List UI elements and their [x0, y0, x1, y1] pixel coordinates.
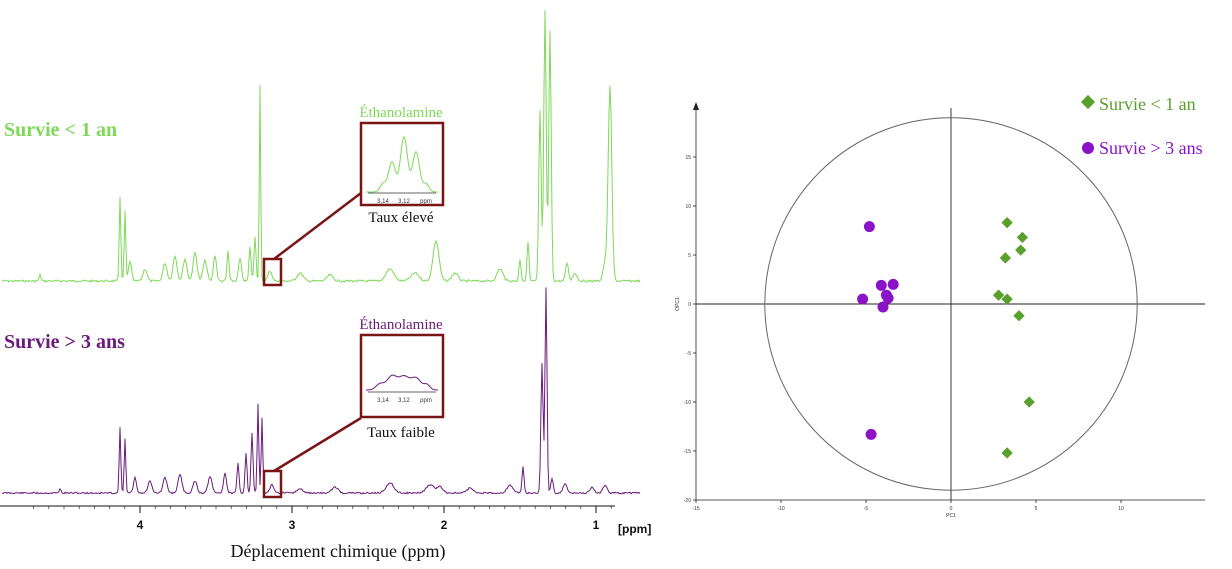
- scatter-point-short-survival: [1023, 396, 1035, 408]
- zoom-region-short: [262, 257, 283, 287]
- nmr-x-ticks: 4 3 2 1: [33, 506, 612, 532]
- pca-y-axis-arrow: [693, 102, 699, 110]
- pca-y-tick-label: 10: [685, 204, 691, 210]
- nmr-x-tick-label: 2: [441, 518, 448, 532]
- scatter-point-short-survival: [999, 252, 1012, 264]
- pca-x-tick-label: 10: [1118, 506, 1124, 512]
- pca-x-tick-label: -5: [864, 506, 869, 512]
- nmr-x-tick-label: 3: [289, 518, 296, 532]
- hotelling-ellipse: [764, 117, 1138, 491]
- pca-x-tick-label: 5: [1035, 506, 1038, 512]
- pca-y-tick-label: -20: [684, 498, 691, 504]
- spectrum-long-survival: [1, 287, 641, 495]
- legend-label-long-survival: Survie > 3 ans: [1099, 138, 1203, 158]
- legend-diamond-marker: [1080, 94, 1096, 110]
- pca-x-tick-label: 0: [950, 506, 953, 512]
- inset-long-survival: Éthanolamine 3,14 3,12 ppm Taux faible: [359, 316, 445, 441]
- scatter-point-long-survival: [877, 301, 889, 313]
- zoom-region-long: [262, 469, 283, 499]
- spectrum-short-survival: [1, 10, 641, 283]
- legend-label-short-survival: Survie < 1 an: [1099, 94, 1196, 114]
- pca-x-tick-label: -10: [777, 506, 784, 512]
- nmr-x-tick-label: 4: [137, 518, 144, 532]
- pca-y-axis-label: OPC1: [675, 297, 681, 311]
- scatter-point-long-survival: [875, 279, 887, 291]
- inset-title-long: Éthanolamine: [359, 316, 443, 333]
- inset-tick-label: ppm: [420, 199, 432, 205]
- inset-short-survival: Éthanolamine 3,14 3,12 ppm Taux élevé: [359, 104, 445, 226]
- pca-legend: Survie < 1 an Survie > 3 ans: [1080, 94, 1203, 158]
- zoom-connector-short: [273, 192, 362, 260]
- nmr-x-tick-label: 1: [593, 518, 600, 532]
- pca-x-tick-label: -15: [692, 506, 699, 512]
- pca-points: [857, 217, 1035, 459]
- inset-caption-short: Taux élevé: [368, 210, 434, 226]
- inset-title-short: Éthanolamine: [359, 104, 443, 121]
- scatter-point-long-survival: [882, 292, 894, 304]
- pca-y-tick-label: 0: [688, 302, 691, 308]
- inset-caption-long: Taux faible: [367, 425, 435, 441]
- group-label-long-survival: Survie > 3 ans: [4, 331, 125, 353]
- inset-peak-long: [366, 374, 438, 391]
- pca-y-tick-label: -15: [684, 449, 691, 455]
- pca-y-tick-label: -10: [684, 400, 691, 406]
- inset-tick-label: 3,12: [398, 398, 410, 404]
- scatter-point-long-survival: [887, 278, 899, 290]
- pca-y-tick-label: 15: [685, 155, 691, 161]
- scatter-point-long-survival: [863, 221, 875, 233]
- inset-box-long: [359, 333, 445, 419]
- nmr-x-axis-label: Déplacement chimique (ppm): [231, 541, 446, 562]
- group-label-short-survival: Survie < 1 an: [4, 119, 117, 141]
- inset-tick-label: 3,14: [377, 199, 389, 205]
- nmr-x-unit: [ppm]: [618, 522, 651, 536]
- pca-y-tick-label: 5: [688, 253, 691, 259]
- pca-score-plot-panel: -15 -10 -5 0 5 10 15 10 5 0 -5 -10 -15 -20 PC1 OPC1 S…: [660, 0, 1232, 564]
- inset-box-short: [359, 121, 445, 207]
- nmr-spectra-figure: Survie < 1 an Survie > 3 ans Éthanolamin…: [0, 10, 651, 562]
- scatter-point-short-survival: [1001, 447, 1013, 459]
- scatter-point-short-survival: [1016, 231, 1029, 244]
- scatter-point-short-survival: [992, 289, 1005, 301]
- scatter-point-long-survival: [865, 428, 877, 440]
- zoom-connector-long: [273, 416, 362, 473]
- pca-y-tick-label: -5: [687, 351, 692, 357]
- scatter-point-long-survival: [857, 293, 869, 305]
- scatter-point-short-survival: [1001, 293, 1013, 305]
- legend-circle-marker: [1082, 142, 1094, 154]
- nmr-spectra-panel: Survie < 1 an Survie > 3 ans Éthanolamin…: [0, 10, 651, 562]
- scatter-point-short-survival: [1013, 310, 1025, 322]
- pca-x-axis-label: PC1: [946, 513, 956, 519]
- scatter-point-short-survival: [1015, 244, 1027, 256]
- inset-tick-label: 3,12: [398, 199, 410, 205]
- scatter-point-short-survival: [1001, 217, 1013, 229]
- inset-tick-label: ppm: [420, 398, 432, 404]
- inset-peak-short: [366, 136, 438, 193]
- inset-tick-label: 3,14: [377, 398, 389, 404]
